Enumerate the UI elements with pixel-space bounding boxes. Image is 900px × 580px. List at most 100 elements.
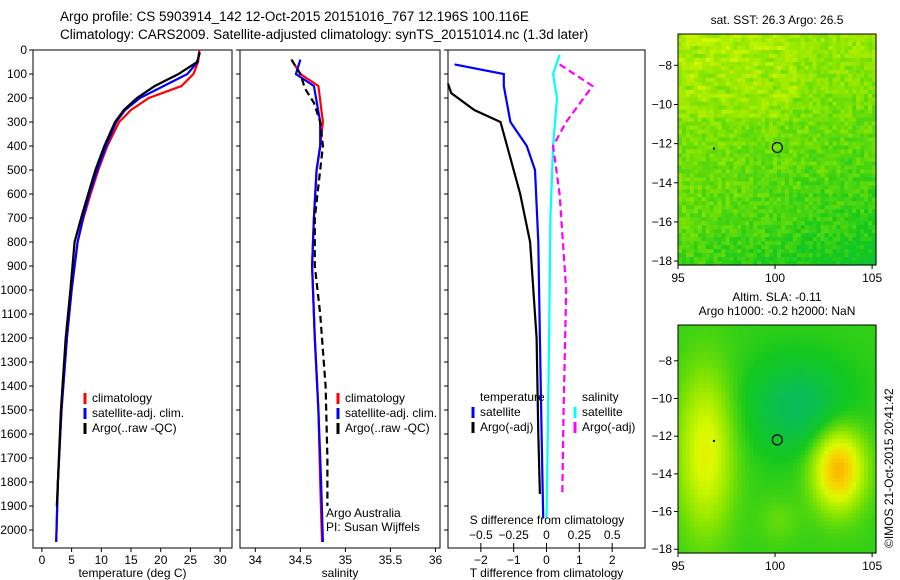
heatmap-cell <box>753 85 758 91</box>
heatmap-cell <box>678 431 683 436</box>
heatmap-cell <box>808 145 814 151</box>
heatmap-cell <box>780 177 786 182</box>
heatmap-cell <box>701 407 707 413</box>
heatmap-cell <box>836 73 841 79</box>
heatmap-cell <box>753 478 758 483</box>
heatmap-cell <box>780 482 786 487</box>
heatmap-cell <box>773 501 778 507</box>
heatmap-cell <box>788 454 794 460</box>
heatmap-cell <box>741 521 746 527</box>
heatmap-cell <box>697 537 703 542</box>
heatmap-cell <box>689 403 695 409</box>
heatmap-cell <box>800 217 806 222</box>
heatmap-cell <box>678 237 683 242</box>
heatmap-cell <box>780 497 786 503</box>
heatmap-cell <box>681 513 687 519</box>
y-tick-label: 1400 <box>0 379 27 393</box>
heatmap-cell <box>713 153 719 159</box>
heatmap-cell <box>757 213 762 218</box>
heatmap-cell <box>844 109 849 115</box>
heatmap-cell <box>777 439 782 444</box>
heatmap-cell <box>856 201 861 206</box>
heatmap-cell <box>717 241 723 246</box>
heatmap-cell <box>769 45 774 51</box>
heatmap-cell <box>717 77 723 83</box>
heatmap-cell <box>757 177 762 182</box>
heatmap-cell <box>757 415 762 420</box>
heatmap-cell <box>804 61 810 67</box>
heatmap-cell <box>844 233 849 238</box>
heatmap-cell <box>705 545 711 550</box>
heatmap-cell <box>693 233 699 238</box>
x-tick-label: 35 <box>339 553 353 567</box>
heatmap-cell <box>713 57 719 63</box>
heatmap-cell <box>678 261 683 266</box>
heatmap-cell <box>824 117 830 123</box>
heatmap-cell <box>697 245 703 250</box>
heatmap-cell <box>792 97 798 103</box>
heatmap-cell <box>701 65 707 71</box>
heatmap-cell <box>749 137 754 143</box>
heatmap-cell <box>788 49 794 55</box>
heatmap-cell <box>745 209 750 214</box>
x-tick-label: 34.5 <box>289 553 313 567</box>
heatmap-cell <box>788 387 794 393</box>
heatmap-cell <box>678 161 683 167</box>
heatmap-cell <box>788 117 794 123</box>
heatmap-cell <box>800 45 806 51</box>
heatmap-cell <box>737 336 742 342</box>
heatmap-cell <box>777 193 782 198</box>
heatmap-cell <box>777 454 782 460</box>
heatmap-cell <box>773 419 778 424</box>
heatmap-cell <box>820 65 826 71</box>
heatmap-cell <box>749 101 754 107</box>
heatmap-cell <box>701 49 707 55</box>
heatmap-cell <box>737 133 742 139</box>
heatmap-cell <box>745 69 750 75</box>
series-s-satellite <box>545 54 561 519</box>
heatmap-cell <box>753 249 758 254</box>
heatmap-cell <box>808 237 814 242</box>
heatmap-cell <box>777 494 782 499</box>
heatmap-cell <box>689 509 695 515</box>
heatmap-cell <box>800 181 806 186</box>
heatmap-cell <box>753 205 758 210</box>
heatmap-cell <box>784 391 790 397</box>
heatmap-cell <box>745 360 750 365</box>
heatmap-cell <box>693 533 699 538</box>
heatmap-cell <box>784 368 790 373</box>
heatmap-cell <box>765 193 770 198</box>
heatmap-cell <box>860 261 865 266</box>
heatmap-cell <box>749 165 754 171</box>
heatmap-cell <box>777 189 782 194</box>
heatmap-cell <box>678 209 683 214</box>
heatmap-cell <box>709 435 715 440</box>
heatmap-cell <box>685 431 691 436</box>
heatmap-cell <box>757 101 762 107</box>
heatmap-cell <box>788 85 794 91</box>
heatmap-cell <box>709 121 715 127</box>
heatmap-cell <box>812 77 818 83</box>
heatmap-cell <box>792 501 798 507</box>
heatmap-cell <box>784 533 790 538</box>
heatmap-cell <box>792 213 798 218</box>
heatmap-cell <box>729 336 735 342</box>
heatmap-cell <box>832 49 837 55</box>
heatmap-cell <box>749 169 754 174</box>
heatmap-cell <box>804 121 810 127</box>
heatmap-cell <box>713 411 719 417</box>
heatmap-cell <box>725 439 731 444</box>
heatmap-cell <box>828 149 834 155</box>
heatmap-cell <box>741 77 746 83</box>
heatmap-cell <box>705 497 711 503</box>
heatmap-cell <box>757 221 762 226</box>
heatmap-cell <box>717 521 723 527</box>
heatmap-cell <box>721 37 727 43</box>
heatmap-cell <box>832 45 837 51</box>
heatmap-cell <box>685 149 691 155</box>
heatmap-cell <box>792 145 798 151</box>
heatmap-cell <box>725 133 731 139</box>
heatmap-cell <box>773 336 778 342</box>
heatmap-cell <box>725 137 731 143</box>
heatmap-cell <box>773 253 778 258</box>
